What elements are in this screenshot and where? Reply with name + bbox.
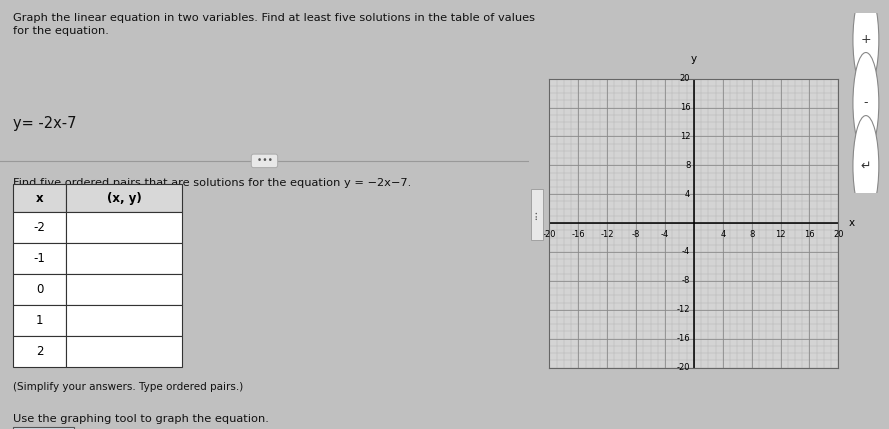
Text: 16: 16 bbox=[805, 230, 814, 239]
Text: -16: -16 bbox=[572, 230, 585, 239]
Text: -1: -1 bbox=[34, 252, 45, 265]
Circle shape bbox=[853, 0, 879, 91]
Bar bbox=[66, 305, 182, 336]
Bar bbox=[13, 336, 66, 367]
Bar bbox=[13, 212, 66, 243]
Text: -8: -8 bbox=[682, 276, 690, 285]
Text: Graph the linear equation in two variables. Find at least five solutions in the : Graph the linear equation in two variabl… bbox=[13, 13, 535, 36]
Text: x: x bbox=[849, 218, 855, 228]
Bar bbox=[13, 305, 66, 336]
Bar bbox=[66, 336, 182, 367]
Bar bbox=[66, 184, 182, 212]
Text: -20: -20 bbox=[677, 363, 690, 372]
Text: -12: -12 bbox=[677, 305, 690, 314]
Text: 20: 20 bbox=[833, 230, 844, 239]
Text: 8: 8 bbox=[749, 230, 755, 239]
Text: •••: ••• bbox=[253, 157, 276, 165]
Text: -8: -8 bbox=[632, 230, 640, 239]
Text: 16: 16 bbox=[679, 103, 690, 112]
Bar bbox=[531, 189, 543, 240]
Text: 1: 1 bbox=[36, 314, 44, 327]
Text: -12: -12 bbox=[600, 230, 614, 239]
Text: (x, y): (x, y) bbox=[107, 192, 141, 205]
Text: -4: -4 bbox=[682, 248, 690, 257]
Text: -2: -2 bbox=[34, 221, 45, 234]
Text: 4: 4 bbox=[720, 230, 725, 239]
Bar bbox=[66, 243, 182, 274]
Text: y= -2x-7: y= -2x-7 bbox=[13, 116, 76, 131]
Text: x: x bbox=[36, 192, 44, 205]
Text: y: y bbox=[691, 54, 697, 64]
Text: 2: 2 bbox=[36, 345, 44, 358]
Text: +: + bbox=[861, 33, 871, 46]
Text: -16: -16 bbox=[677, 334, 690, 343]
Bar bbox=[13, 274, 66, 305]
Text: 4: 4 bbox=[685, 190, 690, 199]
Text: 0: 0 bbox=[36, 283, 44, 296]
Text: Use the graphing tool to graph the equation.: Use the graphing tool to graph the equat… bbox=[13, 414, 269, 424]
Text: 20: 20 bbox=[680, 74, 690, 83]
Bar bbox=[13, 427, 74, 429]
Bar bbox=[13, 243, 66, 274]
Text: •••: ••• bbox=[534, 209, 540, 220]
Circle shape bbox=[853, 115, 879, 217]
Text: 12: 12 bbox=[775, 230, 786, 239]
Text: Find five ordered pairs that are solutions for the equation y = −2x−7.: Find five ordered pairs that are solutio… bbox=[13, 178, 412, 188]
Circle shape bbox=[853, 52, 879, 154]
Text: ↵: ↵ bbox=[861, 160, 871, 172]
Text: -4: -4 bbox=[661, 230, 669, 239]
Text: -20: -20 bbox=[542, 230, 557, 239]
Text: (Simplify your answers. Type ordered pairs.): (Simplify your answers. Type ordered pai… bbox=[13, 382, 244, 392]
Text: 8: 8 bbox=[685, 161, 690, 170]
Bar bbox=[66, 212, 182, 243]
Text: 12: 12 bbox=[680, 132, 690, 141]
Bar bbox=[13, 184, 66, 212]
Bar bbox=[66, 274, 182, 305]
Text: -: - bbox=[863, 97, 869, 109]
